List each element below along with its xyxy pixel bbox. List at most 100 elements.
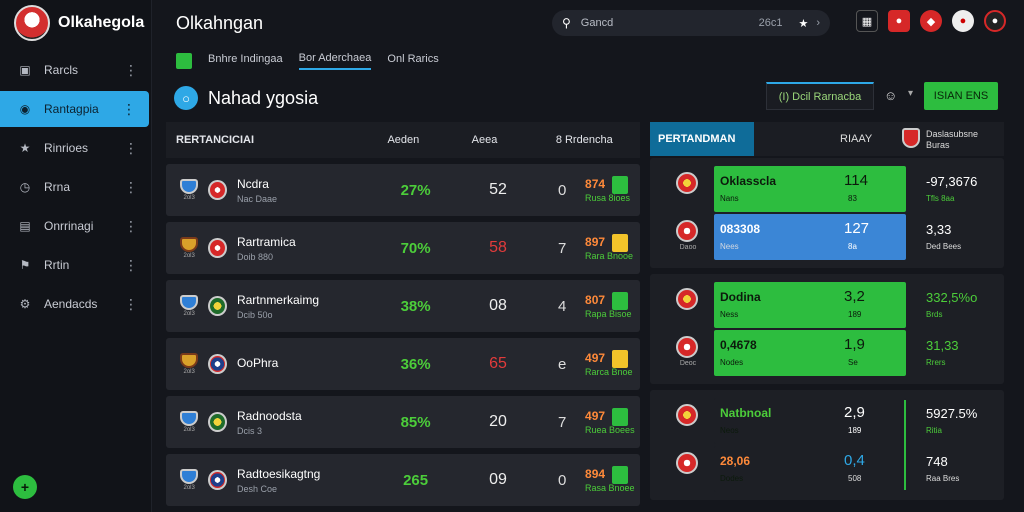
odds-value: 894 <box>585 467 606 481</box>
notification-icon[interactable]: ● <box>888 10 910 32</box>
tab-results[interactable]: Onl Rarics <box>387 53 439 65</box>
header-col3[interactable]: 8 Rrdencha <box>555 134 613 146</box>
table-row[interactable]: 2ol3 Rartnmerkaimg Dcib 50o 38% 08 4 807… <box>166 280 640 332</box>
team-note: Ded Bees <box>926 242 962 251</box>
sidebar-item-label: Rrtin <box>44 258 70 272</box>
matches-title[interactable]: PERTANDMAN <box>650 122 754 156</box>
league-title: ○ Nahad ygosia <box>174 86 318 110</box>
match-team-row[interactable]: Oklasscla Nans 114 83 -97,3676 Tfls 8aa <box>650 166 1004 212</box>
add-icon[interactable]: + <box>13 475 37 499</box>
team-name: Dodina <box>720 290 761 304</box>
sidebar-item[interactable]: ◉ Rantagpia ⋮ <box>0 91 149 127</box>
team-name: OoPhra <box>236 355 279 370</box>
table-row[interactable]: 2ol3 Ncdra Nac Daae 27% 52 0 874 Rusa 8i… <box>166 164 640 216</box>
user-icon[interactable]: ☺ <box>884 88 898 103</box>
table-row[interactable]: 2ol3 Radtoesikagtng Desh Coe 265 09 0 89… <box>166 454 640 506</box>
jersey-icon[interactable] <box>612 292 628 310</box>
header-team[interactable]: RERTANCICIAI <box>176 134 255 146</box>
team-score: 3,33 <box>926 222 952 237</box>
team-score: 748 <box>926 454 948 469</box>
table-row[interactable]: 2ol3 Radnoodsta Dcis 3 85% 20 7 497 Ruea… <box>166 396 640 448</box>
team-cell: Radtoesikagtng Desh Coe <box>237 467 374 494</box>
team-score: 5927.5% <box>926 406 978 421</box>
club-logo-icon <box>208 354 227 374</box>
sidebar-item[interactable]: ⚙ Aendacds ⋮ <box>0 286 151 322</box>
table-header: RERTANCICIAI Aeden Aeea 8 Rrdencha <box>166 122 640 158</box>
sidebar-nav: ▣ Rarcls ⋮ ◉ Rantagpia ⋮ ★ Rinrioes ⋮ ◷ Rrn… <box>0 52 151 322</box>
match-team-row[interactable]: Daoo 083308 Nees 127 8a 3,33 Ded Bees <box>650 214 1004 260</box>
filter-button[interactable]: (I) Dcil Rarnacba <box>766 82 874 110</box>
match-card[interactable]: Dodina Ness 3,2 189 332,5%o Brds Deoc 0,… <box>650 274 1004 384</box>
club-logo-icon <box>676 336 698 358</box>
more-icon[interactable]: ⋮ <box>124 139 138 156</box>
league-badge-icon: 2ol3 <box>180 179 199 201</box>
more-icon[interactable]: ⋮ <box>124 295 138 312</box>
grid-icon[interactable]: ▦ <box>856 10 878 32</box>
club-logo-icon <box>208 412 227 432</box>
more-icon[interactable]: ⋮ <box>124 217 138 234</box>
team-bar <box>714 330 906 376</box>
jersey-icon[interactable] <box>612 466 628 484</box>
jersey-icon[interactable] <box>612 408 628 426</box>
percent-value: 27% <box>400 181 431 199</box>
trophy-icon: ◉ <box>19 102 31 116</box>
jersey-icon[interactable] <box>612 350 628 368</box>
team-sub: Dodes <box>720 474 744 483</box>
match-team-row[interactable]: 28,06 Dodes 0,4 508 748 Raa Bres <box>650 446 1004 492</box>
more-icon[interactable]: ⋮ <box>124 178 138 195</box>
match-team-row[interactable]: Deoc 0,4678 Nodes 1,9 Se 31,33 Rrers <box>650 330 1004 376</box>
jersey-icon[interactable] <box>612 176 628 194</box>
chevron-down-icon[interactable]: ▾ <box>908 88 914 99</box>
cta-button[interactable]: ISIAN ENS <box>924 82 998 110</box>
tab-standings[interactable]: Bnhre Indingaa <box>208 53 283 65</box>
team-note: Tfls 8aa <box>926 194 955 203</box>
match-team-row[interactable]: Natbnoal Neos 2,9 189 5927.5% Ritia <box>650 398 1004 444</box>
more-icon[interactable]: ⋮ <box>122 100 136 117</box>
odds-cell: 807 Rapa Bisoe <box>585 292 640 319</box>
sidebar-item[interactable]: ▤ Onrrinagi ⋮ <box>0 208 151 244</box>
match-card[interactable]: Oklasscla Nans 114 83 -97,3676 Tfls 8aa … <box>650 158 1004 268</box>
team-name: Rartramica <box>236 234 296 249</box>
team-sub: Ness <box>720 310 739 319</box>
alert-icon[interactable]: ◆ <box>920 10 942 32</box>
search-placeholder: Gancd <box>580 17 614 29</box>
club-logo-icon <box>676 452 698 474</box>
match-card[interactable]: Natbnoal Neos 2,9 189 5927.5% Ritia 28,0… <box>650 390 1004 500</box>
tab-fixtures[interactable]: Bor Aderchaea <box>298 52 372 70</box>
team-note: Rrers <box>926 358 946 367</box>
club-badge-icon[interactable]: ● <box>952 10 974 32</box>
club-logo-icon <box>676 172 698 194</box>
team-value-sub: 189 <box>848 426 862 435</box>
sidebar-item-label: Onrrinagi <box>44 219 94 233</box>
star-icon[interactable]: ★ <box>798 17 809 30</box>
odds-label: Rasa Bnoee <box>585 483 635 493</box>
clock-icon: ◷ <box>19 180 31 194</box>
matches-sub[interactable]: RIAAY <box>840 133 873 145</box>
more-icon[interactable]: ⋮ <box>124 61 138 78</box>
header-col1[interactable]: Aeden <box>387 134 420 146</box>
table-row[interactable]: 2ol3 Rartramica Doib 880 70% 58 7 897 Ra… <box>166 222 640 274</box>
star-icon: ★ <box>19 141 31 155</box>
search-input[interactable]: ⚲ Gancd 26c1 ★ › <box>552 10 830 36</box>
team-note: Ritia <box>926 426 943 435</box>
club-badge-icon <box>902 128 920 148</box>
more-icon[interactable]: ⋮ <box>124 256 138 273</box>
sidebar-item[interactable]: ◷ Rrna ⋮ <box>0 169 151 205</box>
sidebar-item[interactable]: ★ Rinrioes ⋮ <box>0 130 151 166</box>
points-value: 09 <box>489 471 507 488</box>
table-row[interactable]: 2ol3 OoPhra 36% 65 e 497 Rarca Bnoe <box>166 338 640 390</box>
odds-cell: 497 Rarca Bnoe <box>585 350 640 377</box>
match-team-row[interactable]: Dodina Ness 3,2 189 332,5%o Brds <box>650 282 1004 328</box>
chevron-right-icon[interactable]: › <box>816 17 820 29</box>
brand[interactable]: Olkahegola <box>0 0 151 46</box>
team-bar <box>714 446 906 492</box>
jersey-icon[interactable] <box>612 234 628 252</box>
profile-icon[interactable]: ● <box>984 10 1006 32</box>
sidebar-item[interactable]: ⚑ Rrtin ⋮ <box>0 247 151 283</box>
team-note: Brds <box>926 310 943 319</box>
header-col2[interactable]: Aeea <box>471 134 498 146</box>
sidebar-item[interactable]: ▣ Rarcls ⋮ <box>0 52 151 88</box>
sidebar-item-label: Aendacds <box>44 297 98 311</box>
league-badge-icon: 2ol3 <box>180 237 199 259</box>
badge-tag: 2ol3 <box>183 253 195 259</box>
